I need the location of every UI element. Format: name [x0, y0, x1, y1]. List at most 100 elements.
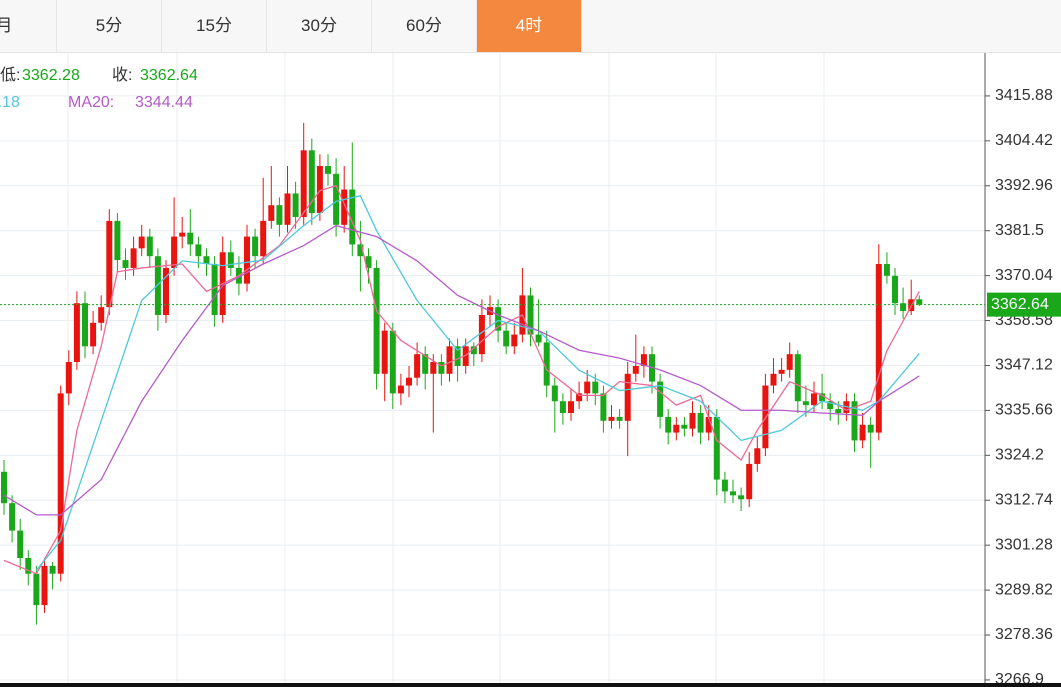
candle-body — [916, 299, 923, 305]
candle-body — [98, 307, 105, 323]
price-label: 3362.64 — [991, 296, 1049, 313]
candle-body — [300, 150, 307, 217]
candle-body — [600, 393, 607, 421]
candle-body — [867, 424, 874, 433]
candle-body — [568, 401, 574, 413]
candle-body — [584, 381, 591, 394]
candle-body — [325, 166, 331, 174]
candle-body — [592, 381, 599, 394]
info-label: 低: — [0, 66, 20, 84]
candle-body — [260, 220, 267, 257]
candle-body — [284, 193, 291, 225]
candle-body — [389, 330, 396, 394]
candle-body — [438, 362, 445, 374]
candle-body — [57, 393, 64, 574]
tab[interactable]: 15分 — [162, 0, 267, 52]
candle-body — [349, 189, 356, 245]
candle-body — [608, 416, 615, 421]
candle-body — [276, 205, 283, 225]
candle-body — [697, 412, 704, 433]
candle-body — [551, 385, 558, 402]
tab[interactable]: 60分 — [372, 0, 477, 52]
candle-body — [41, 565, 48, 606]
candle-body — [543, 342, 550, 386]
candle-body — [811, 393, 817, 406]
candle-body — [316, 166, 323, 214]
candle-body — [778, 369, 785, 374]
candle-body — [171, 236, 178, 268]
candle-body — [673, 424, 680, 433]
candle-body — [738, 495, 745, 500]
info-value: 3362.28 — [22, 67, 80, 84]
candle-body — [454, 346, 461, 366]
y-tick-label: 3347.12 — [995, 357, 1053, 374]
candle-body — [227, 252, 234, 268]
tab[interactable]: 4时 — [477, 0, 582, 52]
candle-body — [381, 330, 388, 374]
candle-body — [82, 303, 88, 347]
candle-body — [689, 412, 696, 429]
tab[interactable]: 30分 — [267, 0, 372, 52]
candle-body — [900, 303, 907, 312]
candle-body — [90, 322, 97, 347]
candle-body — [470, 346, 477, 355]
candle-body — [754, 448, 761, 464]
y-tick-label: 3381.5 — [995, 222, 1044, 239]
candle-body — [333, 173, 340, 225]
candle-body — [73, 303, 80, 363]
tab[interactable]: 5分 — [57, 0, 162, 52]
candle-body — [665, 416, 672, 433]
candle-body — [883, 264, 890, 276]
y-tick-label: 3392.96 — [995, 177, 1053, 194]
candle-body — [33, 573, 40, 606]
candle-body — [341, 189, 348, 225]
candle-body — [130, 248, 137, 268]
candle-body — [163, 267, 169, 315]
y-tick-label: 3404.42 — [995, 132, 1053, 149]
candle-body — [786, 354, 793, 370]
candle-body — [624, 373, 631, 421]
info-label: 收: — [112, 66, 132, 84]
ma-value: 3350.18 — [0, 94, 20, 111]
candle-body — [252, 236, 259, 257]
y-tick-label: 3370.04 — [995, 267, 1053, 284]
candle-body — [762, 385, 769, 449]
tab[interactable]: 月 — [0, 0, 57, 52]
candle-body — [770, 373, 777, 386]
candle-body — [819, 393, 826, 402]
candle-body — [203, 256, 210, 265]
y-tick-label: 3324.2 — [995, 447, 1044, 464]
candle-body — [746, 463, 753, 500]
candle-body — [875, 264, 882, 433]
candle-body — [365, 256, 372, 268]
candle-body — [25, 558, 32, 574]
candle-body — [357, 244, 364, 257]
candle-body — [292, 193, 299, 217]
y-tick-label: 3312.74 — [995, 491, 1053, 508]
price-label-box — [987, 292, 1061, 317]
info-value: 3362.64 — [140, 67, 198, 84]
ma-line — [3, 224, 920, 516]
y-tick-label: 3278.36 — [995, 626, 1053, 643]
candle-body — [17, 530, 24, 559]
candle-body — [705, 416, 712, 433]
candle-body — [657, 381, 664, 417]
candle-body — [478, 314, 485, 355]
candle-body — [65, 362, 72, 394]
candle-body — [851, 401, 858, 441]
candle-body — [308, 150, 315, 214]
candle-body — [195, 244, 202, 257]
candle-body — [859, 424, 866, 441]
candle-body — [802, 401, 809, 406]
candle-body — [373, 267, 380, 374]
candle-body — [179, 232, 186, 237]
candle-body — [721, 479, 728, 492]
candle-body — [106, 220, 113, 308]
candle-body — [146, 236, 153, 257]
candle-body — [49, 565, 56, 574]
candle-body — [122, 260, 129, 268]
y-tick-label: 3289.82 — [995, 581, 1053, 598]
candle-body — [114, 220, 121, 261]
